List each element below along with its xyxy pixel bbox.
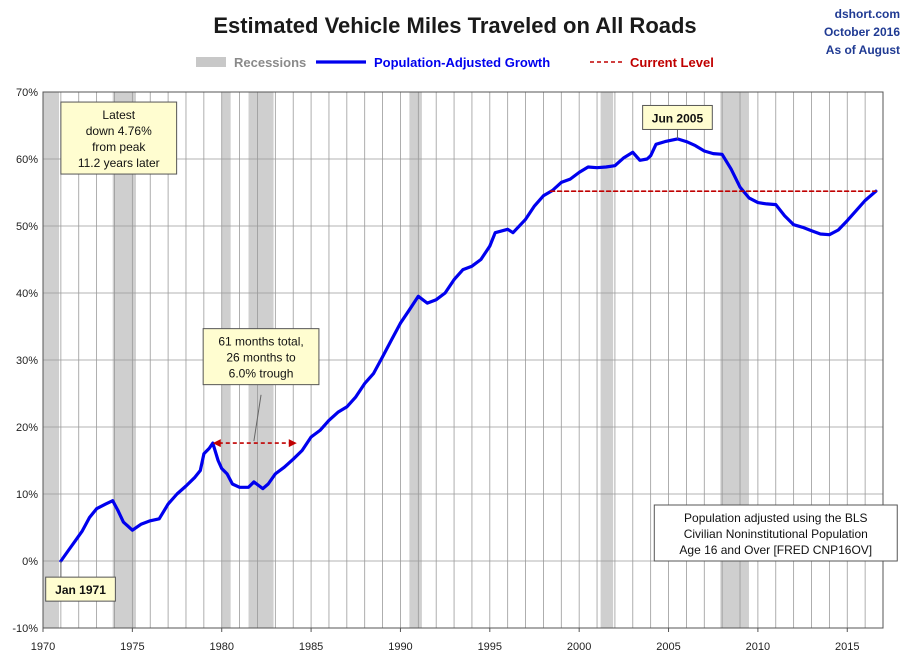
note-population-text: Age 16 and Over [FRED CNP16OV]: [679, 543, 872, 557]
chart-title: Estimated Vehicle Miles Traveled on All …: [213, 13, 696, 38]
y-tick-label: 0%: [22, 556, 38, 568]
legend-label-2: Current Level: [630, 55, 714, 70]
note-latest-text: down 4.76%: [86, 124, 152, 138]
note-population-text: Population adjusted using the BLS: [684, 511, 867, 525]
note-latest-text: Latest: [102, 108, 135, 122]
plot-frame: [42, 91, 884, 629]
note-61-months-leader: [253, 394, 262, 442]
note-61-months-text: 61 months total,: [218, 335, 303, 349]
note-latest-text: 11.2 years later: [78, 156, 160, 170]
source-line-1: dshort.com: [835, 7, 900, 21]
x-tick-label: 2010: [746, 641, 770, 653]
plot-area: -10% 0% 10% 20% 30% 40% 50% 60% 70% 1970 1975 1980 1…: [12, 87, 898, 653]
source-line-2: October 2016: [824, 25, 900, 39]
x-tick-label: 1975: [120, 641, 144, 653]
duration-arrow-head-right: [288, 439, 297, 448]
y-tick-label: 60%: [16, 154, 38, 166]
note-61-months-box: [202, 328, 320, 386]
x-tick-label: 1985: [299, 641, 323, 653]
y-tick-label: 50%: [16, 221, 38, 233]
x-tick-label: 1980: [209, 641, 233, 653]
legend-swatch-recessions: [196, 57, 226, 67]
note-latest-text: from peak: [92, 140, 146, 154]
note-61-months-text: 6.0% trough: [229, 367, 294, 381]
duration-arrow-head-left: [212, 439, 221, 448]
note-61-months-text: 26 months to: [226, 351, 296, 365]
callout-jun-2005-box: [642, 104, 713, 130]
note-population-text: Civilian Noninstitutional Population: [684, 527, 868, 541]
source-line-3: As of August: [826, 43, 900, 57]
callout-jun-2005-text: Jun 2005: [652, 111, 704, 125]
y-tick-label: -10%: [12, 623, 38, 635]
y-tick-label: 40%: [16, 288, 38, 300]
x-tick-label: 2005: [656, 641, 680, 653]
x-tick-label: 2015: [835, 641, 859, 653]
legend-label-0: Recessions: [234, 55, 306, 70]
y-tick-label: 10%: [16, 489, 38, 501]
x-tick-label: 2000: [567, 641, 591, 653]
callout-jan-1971-text: Jan 1971: [55, 583, 106, 597]
callout-jan-1971-box: [45, 576, 116, 602]
note-population-box: [653, 504, 898, 562]
y-tick-label: 20%: [16, 422, 38, 434]
x-tick-label: 1995: [478, 641, 502, 653]
x-tick-label: 1990: [388, 641, 412, 653]
growth-series-line: [59, 137, 878, 563]
note-latest-box: [60, 101, 178, 175]
y-tick-label: 70%: [16, 87, 38, 99]
y-tick-label: 30%: [16, 355, 38, 367]
x-tick-label: 1970: [31, 641, 55, 653]
legend: Recessions Population-Adjusted Growth Curr…: [196, 55, 714, 70]
legend-label-1: Population-Adjusted Growth: [374, 55, 550, 70]
